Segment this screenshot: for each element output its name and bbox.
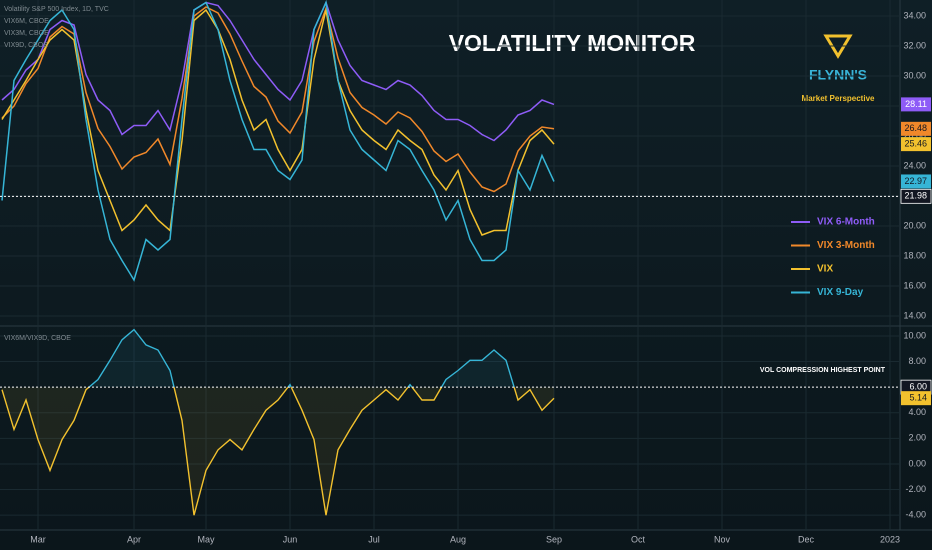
y-tick-label: 10.00 — [903, 330, 926, 340]
legend-label: VIX 6-Month — [817, 217, 875, 228]
plot — [1, 328, 555, 516]
reference-label-box — [900, 188, 932, 204]
series-info-label: VIX6M, CBOE — [4, 18, 49, 25]
y-tick-label: 30.00 — [903, 70, 926, 80]
series-line — [1, 5, 555, 193]
series-area — [2, 387, 554, 516]
x-tick-label: 2023 — [880, 534, 900, 544]
last-value-label: 5.14 — [909, 393, 927, 403]
legend-label: VIX 9-Day — [817, 287, 864, 298]
plot — [1, 0, 555, 282]
series-line — [87, 328, 515, 388]
pane-title: VIX6M/VIX9D, CBOE — [4, 335, 71, 342]
x-tick-label: Sep — [546, 534, 562, 544]
y-tick-label: 34.00 — [903, 10, 926, 20]
series-info-label: VIX3M, CBOE — [4, 30, 49, 37]
brand-tagline: Market Perspective — [802, 94, 875, 103]
x-tick-label: Nov — [714, 534, 731, 544]
brand-name: FLYNN'S — [809, 67, 867, 83]
y-tick-label: 20.00 — [903, 220, 926, 230]
last-value-label: 22.97 — [904, 176, 927, 186]
series-line — [1, 0, 555, 282]
reference-label: 6.00 — [909, 382, 927, 392]
last-value-label: 26.48 — [904, 123, 927, 133]
series-line — [1, 0, 555, 142]
annotation: VOL COMPRESSION HIGHEST POINT — [760, 367, 886, 374]
y-tick-label: 24.00 — [903, 160, 926, 170]
last-value-box — [901, 137, 931, 152]
last-value-label: 25.46 — [904, 139, 927, 149]
y-tick-label: -2.00 — [905, 484, 926, 494]
y-tick-label: 16.00 — [903, 280, 926, 290]
x-tick-label: Aug — [450, 534, 466, 544]
series-info-label: VIX9D, CBOE — [4, 42, 48, 49]
series-area — [88, 329, 515, 388]
x-tick-label: Oct — [631, 534, 646, 544]
x-tick-label: Jul — [368, 534, 380, 544]
y-tick-label: 8.00 — [908, 356, 926, 366]
x-tick-label: May — [197, 534, 215, 544]
y-tick-label: 18.00 — [903, 250, 926, 260]
legend-label: VIX — [817, 264, 833, 275]
y-tick-label: 4.00 — [908, 407, 926, 417]
series-info-label: Volatility S&P 500 Index, 1D, TVC — [4, 6, 109, 13]
y-tick-label: 0.00 — [908, 458, 926, 468]
last-value-box — [901, 174, 931, 189]
last-value-box — [901, 97, 931, 112]
page-title: VOLATILITY MONITOR — [449, 30, 696, 56]
last-value-box — [901, 121, 931, 136]
x-tick-label: Mar — [30, 534, 46, 544]
x-tick-label: Apr — [127, 534, 141, 544]
legend-label: VIX 3-Month — [817, 240, 875, 251]
x-tick-label: Dec — [798, 534, 815, 544]
y-tick-label: 14.00 — [903, 310, 926, 320]
last-value-box — [901, 391, 931, 406]
y-tick-label: 32.00 — [903, 40, 926, 50]
y-tick-label: 2.00 — [908, 433, 926, 443]
y-tick-label: -4.00 — [905, 510, 926, 520]
x-tick-label: Jun — [283, 534, 298, 544]
reference-label: 21.98 — [904, 191, 927, 201]
series-line — [1, 387, 555, 516]
last-value-label: 28.11 — [905, 99, 927, 109]
series-line — [1, 8, 555, 236]
